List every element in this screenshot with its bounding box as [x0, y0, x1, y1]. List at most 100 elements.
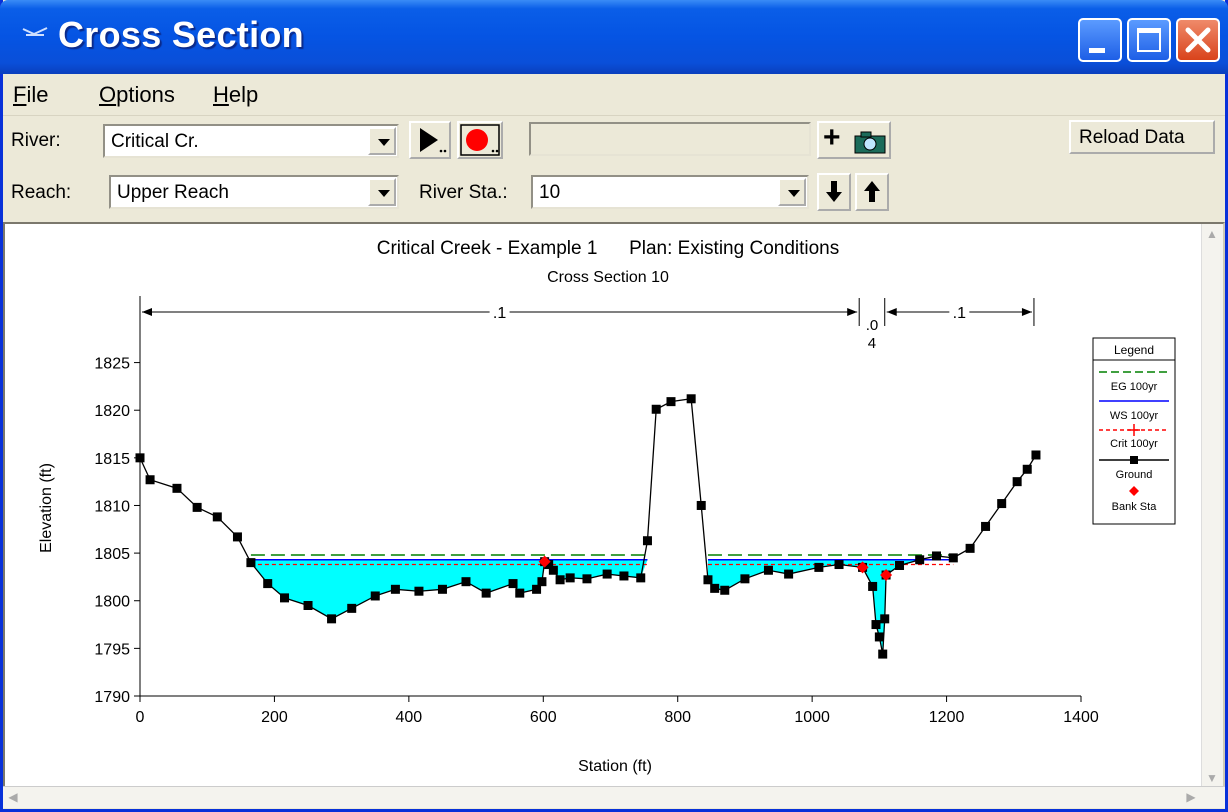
scroll-right-icon[interactable]: ▶	[1181, 787, 1201, 807]
river-value: Critical Cr.	[111, 131, 199, 152]
toolbar: River: Critical Cr. +	[3, 116, 1225, 218]
ground-point-54	[948, 553, 958, 563]
arrow-down-icon	[826, 181, 842, 202]
ground-point-49	[880, 614, 890, 624]
ground-point-23	[544, 560, 554, 570]
chevron-down-icon[interactable]	[368, 127, 396, 155]
ground-point-30	[636, 573, 646, 583]
ground-point-15	[437, 584, 447, 594]
water-fill-1	[707, 559, 954, 655]
manning-arrowhead-right-0	[847, 308, 858, 316]
legend-crit-label: Crit 100yr	[1110, 438, 1158, 450]
reach-label: Reach:	[11, 182, 72, 203]
ground-point-59	[1022, 464, 1032, 474]
manning-label-2: .1	[953, 305, 966, 322]
ground-point-10	[327, 614, 337, 624]
legend-ground-marker	[1130, 456, 1138, 464]
ground-point-7	[263, 579, 273, 589]
x-tick-label-0: 0	[136, 709, 145, 726]
y-axis-label: Elevation (ft)	[38, 463, 55, 553]
ground-point-29	[619, 571, 629, 581]
reach-value: Upper Reach	[117, 182, 229, 203]
reload-data-button[interactable]: Reload Data	[1069, 120, 1215, 154]
river-label: River:	[11, 130, 61, 151]
hec-ras-icon	[22, 27, 48, 36]
plus-icon: +	[823, 121, 841, 154]
menu-help-mnemonic: H	[213, 82, 229, 107]
ground-point-16	[461, 577, 471, 587]
menu-options[interactable]: Options	[99, 82, 175, 108]
ground-point-48	[878, 649, 888, 659]
scroll-left-icon[interactable]: ◀	[3, 787, 23, 807]
menu-file[interactable]: File	[13, 82, 48, 108]
ground-point-38	[720, 585, 730, 595]
play-button[interactable]	[409, 121, 451, 159]
ground-point-35	[696, 500, 706, 510]
cross-section-chart: 0 200 400 600 800 1000 1200 1400 1790 1795 1800 180…	[38, 238, 1176, 775]
title-bar[interactable]: Cross Section	[0, 0, 1228, 74]
maximize-button[interactable]	[1127, 18, 1171, 62]
chevron-down-icon[interactable]	[778, 178, 806, 206]
add-camera-button[interactable]: +	[817, 121, 891, 159]
x-tick-label-1200: 1200	[929, 709, 965, 726]
vertical-scrollbar[interactable]: ▲ ▼	[1201, 224, 1223, 788]
ground-point-46	[871, 620, 881, 630]
ground-point-37	[710, 583, 720, 593]
chart-title: Critical Creek - Example 1 Plan: Existin…	[377, 238, 840, 259]
ground-point-1	[145, 475, 155, 485]
legend-crit-marker	[1128, 424, 1140, 436]
reach-select[interactable]: Upper Reach	[109, 175, 399, 209]
station-down-button[interactable]	[817, 173, 851, 211]
menu-help[interactable]: Help	[213, 82, 258, 108]
ground-point-41	[784, 569, 794, 579]
river-select[interactable]: Critical Cr.	[103, 124, 399, 158]
x-tick-label-600: 600	[530, 709, 557, 726]
manning-label2-1: 4	[868, 335, 876, 352]
ground-point-56	[981, 521, 991, 531]
ground-point-45	[868, 581, 878, 591]
x-tick-label-400: 400	[396, 709, 423, 726]
chart-subtitle: Cross Section 10	[547, 269, 669, 286]
ground-point-11	[347, 603, 357, 613]
record-button[interactable]	[457, 121, 503, 159]
maximize-icon	[1137, 28, 1161, 52]
ground-point-31	[642, 536, 652, 546]
ground-point-24	[548, 565, 558, 575]
ground-point-14	[414, 586, 424, 596]
ground-point-55	[965, 543, 975, 553]
close-icon	[1185, 27, 1211, 53]
ground-point-32	[651, 404, 661, 414]
menu-file-label: ile	[26, 82, 49, 107]
status-box	[529, 122, 811, 156]
ground-point-25	[555, 575, 565, 585]
manning-arrowhead-left-0	[142, 308, 152, 316]
x-tick-label-800: 800	[664, 709, 691, 726]
scroll-down-icon[interactable]: ▼	[1202, 768, 1222, 788]
ground-point-53	[931, 551, 941, 561]
x-tick-label-1400: 1400	[1063, 709, 1099, 726]
ground-point-17	[481, 588, 491, 598]
station-up-button[interactable]	[855, 173, 889, 211]
ground-point-47	[874, 632, 884, 642]
y-tick-label-1795: 1795	[94, 641, 130, 658]
x-tick-label-1000: 1000	[794, 709, 830, 726]
menu-bar: File Options Help	[3, 74, 1225, 116]
scroll-up-icon[interactable]: ▲	[1202, 224, 1222, 244]
horizontal-scrollbar[interactable]: ◀ ▶	[3, 786, 1225, 808]
ground-line	[139, 398, 1037, 655]
ground-point-28	[602, 569, 612, 579]
x-axis-label: Station (ft)	[578, 758, 652, 775]
y-tick-label-1805: 1805	[94, 546, 130, 563]
x-tick-label-200: 200	[261, 709, 288, 726]
legend-eg-label: EG 100yr	[1111, 381, 1158, 393]
minimize-button[interactable]	[1078, 18, 1122, 62]
ground-point-60	[1031, 450, 1041, 460]
reload-data-label: Reload Data	[1079, 127, 1185, 148]
ground-point-33	[666, 397, 676, 407]
river-station-select[interactable]: 10	[531, 175, 809, 209]
close-button[interactable]	[1176, 18, 1220, 62]
chevron-down-icon[interactable]	[368, 178, 396, 206]
ground-point-27	[582, 574, 592, 584]
y-tick-label-1810: 1810	[94, 498, 130, 515]
ground-point-34	[686, 394, 696, 404]
